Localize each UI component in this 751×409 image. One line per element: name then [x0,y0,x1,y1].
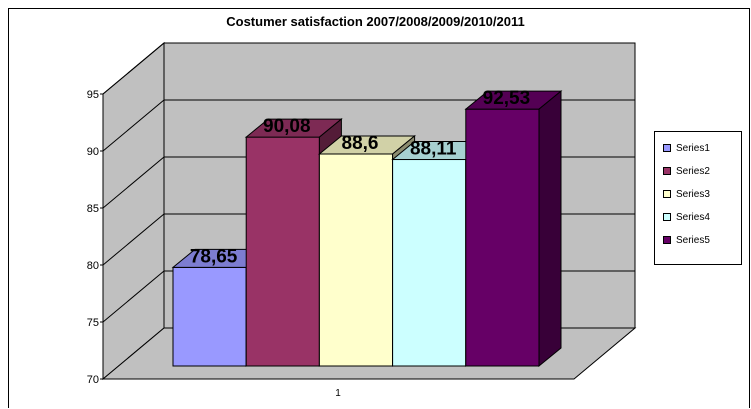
y-tick-label: 95 [87,89,99,101]
bar [318,153,394,367]
legend-item: Series2 [663,165,710,177]
bar [392,159,467,367]
legend-item: Series4 [663,211,710,223]
y-tick-label: 70 [87,374,99,386]
bar [172,266,247,367]
bars [171,90,563,368]
chart-title: Costumer satisfaction 2007/2008/2009/201… [226,14,525,29]
data-label: 92,53 [483,88,531,109]
legend-swatch [663,190,671,198]
legend-item: Series1 [663,142,710,154]
legend-label: Series5 [676,234,710,246]
bar [465,108,540,367]
bar [245,136,320,367]
y-tick-label: 75 [87,317,99,329]
legend-swatch [663,213,671,221]
legend-label: Series3 [676,188,710,200]
axes: 70 75 80 85 90 95 1 [87,89,574,399]
data-label: 88,11 [410,139,457,160]
legend-swatch [663,167,671,175]
x-tick-label: 1 [335,388,341,399]
legend-label: Series1 [676,142,710,154]
y-tick-label: 80 [87,260,99,272]
y-tick-label: 85 [87,203,99,215]
legend-label: Series2 [676,165,710,177]
data-label: 78,65 [190,246,238,267]
legend-swatch [663,144,671,152]
legend-label: Series4 [676,211,710,223]
data-label: 90,08 [263,116,311,137]
gridline [102,42,635,95]
bar-side [538,90,562,368]
legend: Series1 Series2 Series3 Series4 Series5 [654,131,742,265]
data-label: 88,6 [342,133,379,154]
legend-item: Series3 [663,188,710,200]
side-wall [102,41,165,381]
legend-item: Series5 [663,234,710,246]
y-tick-label: 90 [87,146,99,158]
data-labels: 78,65 90,08 88,6 88,11 92,53 [190,88,530,267]
legend-swatch [663,236,671,244]
